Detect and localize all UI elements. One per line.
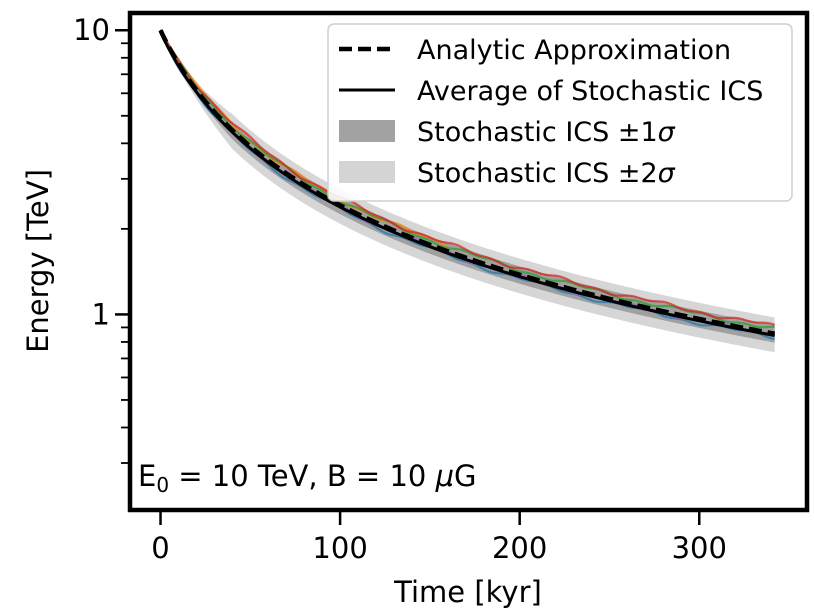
plot-frame [127, 10, 810, 513]
average-line [159, 31, 775, 338]
legend-label-average: Average of Stochastic ICS [417, 76, 763, 107]
y-tick-label: 1 [92, 297, 110, 331]
legend-label-analytic: Analytic Approximation [417, 35, 731, 66]
x-tick-label: 200 [492, 531, 547, 565]
plot-area [158, 29, 776, 353]
realization-line-5 [159, 29, 776, 326]
x-tick-label: 300 [672, 531, 727, 565]
y-axis: 1 10 [73, 13, 130, 464]
legend-swatch-2sigma [339, 161, 395, 183]
realization-line-4 [159, 29, 775, 329]
analytic-line [158, 29, 776, 336]
x-tick-label: 100 [312, 531, 367, 565]
y-axis-label: Energy [TeV] [21, 169, 55, 353]
legend: Analytic Approximation Average of Stocha… [327, 23, 793, 202]
annotation-label: E0 = 10 TeV, B = 10 μG [138, 459, 477, 497]
x-axis: 0 100 200 300 [151, 510, 727, 565]
y-tick-label: 10 [73, 13, 110, 47]
legend-label-2sigma: Stochastic ICS ±2σ [417, 158, 676, 189]
x-axis-label: Time [kyr] [393, 575, 542, 609]
legend-box [327, 23, 793, 202]
legend-swatch-1sigma [339, 120, 395, 142]
legend-label-1sigma: Stochastic ICS ±1σ [417, 117, 676, 148]
x-tick-label: 0 [151, 531, 169, 565]
